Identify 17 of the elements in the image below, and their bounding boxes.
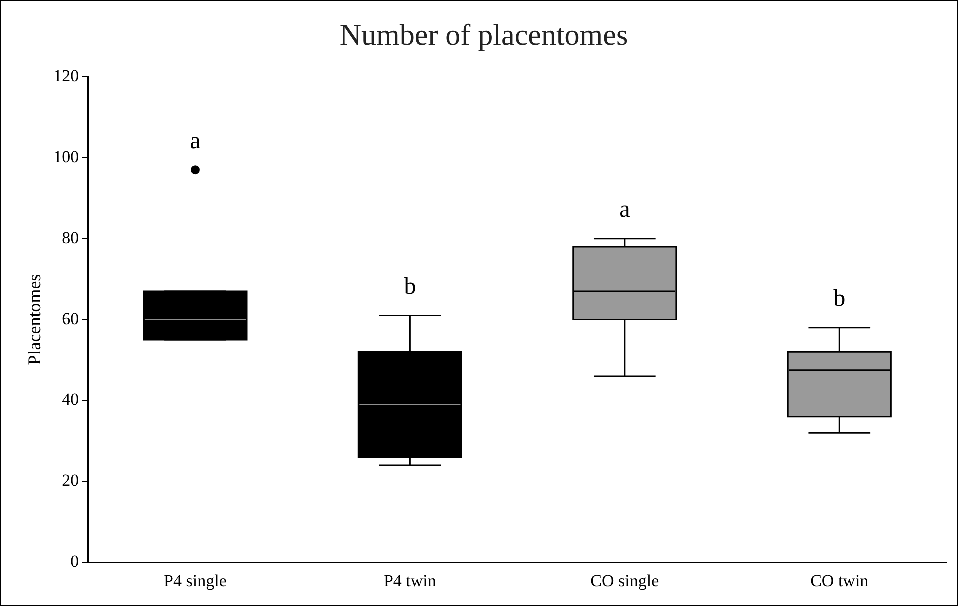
- x-tick-label: CO single: [590, 571, 660, 590]
- annotation: a: [620, 197, 631, 224]
- y-tick-label: 80: [62, 228, 80, 248]
- y-axis-title: Placentomes: [24, 274, 45, 366]
- y-tick-label: 100: [54, 147, 80, 166]
- y-tick-label: 20: [62, 471, 80, 490]
- x-tick-label: P4 twin: [384, 571, 437, 590]
- annotation: a: [190, 128, 202, 154]
- x-tick-label: CO twin: [810, 571, 870, 590]
- annotation: b: [404, 274, 416, 300]
- x-tick-label: P4 single: [164, 571, 227, 590]
- chart-title: Number of placentomes: [340, 18, 628, 52]
- y-tick-label: 40: [62, 390, 80, 410]
- y-tick-label: 0: [70, 552, 80, 572]
- y-tick-label: 60: [62, 309, 80, 328]
- y-tick-label: 120: [54, 66, 80, 86]
- annotation: b: [834, 286, 846, 312]
